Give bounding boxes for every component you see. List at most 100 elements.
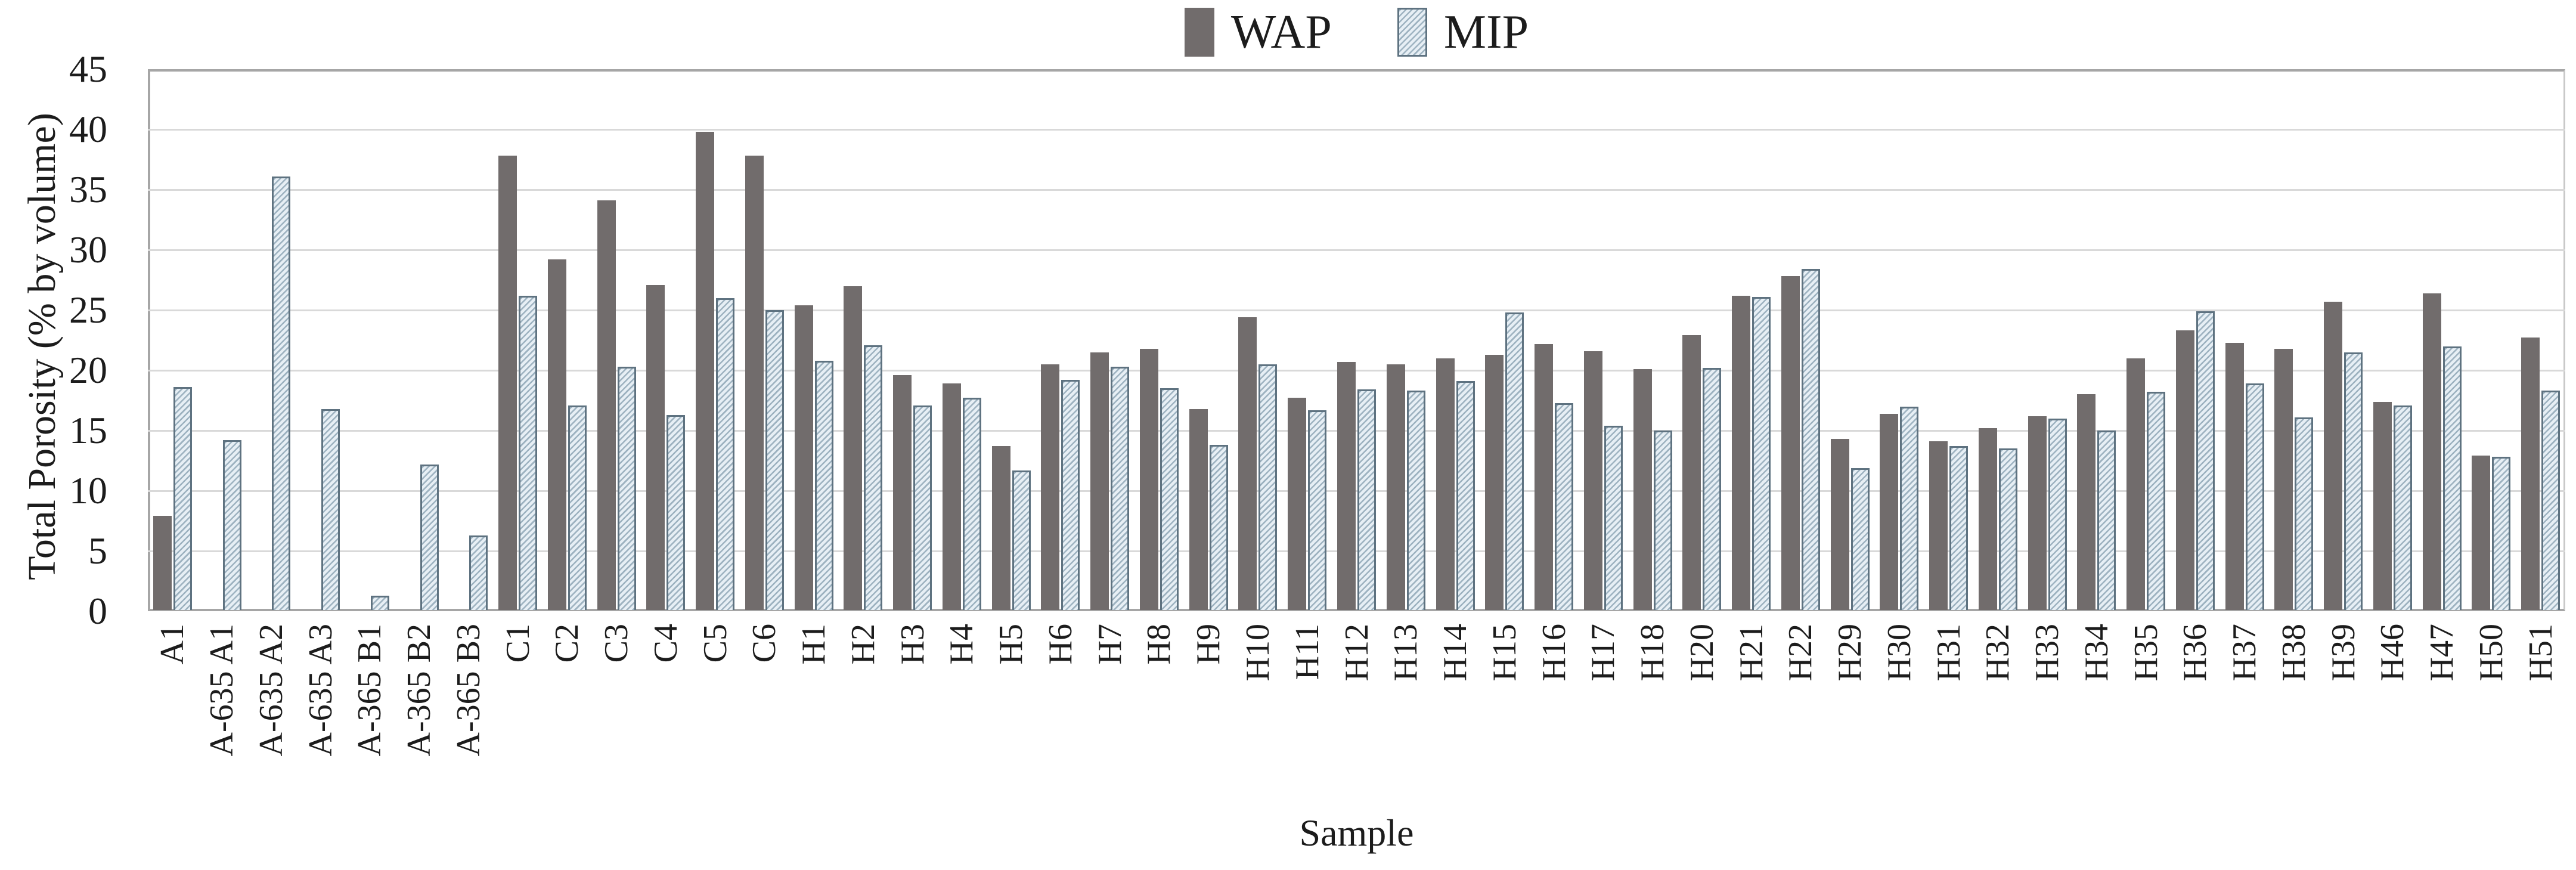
gridline-25 — [148, 309, 2565, 311]
x-tick-label-h8: H8 — [1140, 624, 1178, 665]
y-tick-label-0: 0 — [88, 590, 107, 632]
plot-area — [148, 69, 2565, 611]
x-tick-label-h34: H34 — [2078, 624, 2115, 682]
x-tick-label-h11: H11 — [1288, 624, 1326, 680]
bar-mip-h21 — [1752, 296, 1771, 610]
mip-swatch-icon — [1397, 8, 1427, 57]
gridline-30 — [148, 249, 2565, 251]
bar-wap-h39 — [2324, 301, 2343, 610]
bar-mip-c4 — [667, 414, 686, 610]
bar-mip-h46 — [2393, 405, 2412, 610]
bar-mip-a-635-a2 — [272, 176, 291, 610]
bar-mip-h22 — [1801, 269, 1820, 610]
x-tick-label-h1: H1 — [795, 624, 833, 665]
x-tick-label-h7: H7 — [1091, 624, 1129, 665]
bar-wap-h9 — [1189, 408, 1208, 610]
bar-wap-h38 — [2274, 348, 2293, 610]
x-tick-label-h5: H5 — [993, 624, 1030, 665]
bar-wap-h33 — [2028, 416, 2047, 610]
bar-wap-h10 — [1238, 317, 1257, 610]
bar-mip-a-635-a1 — [222, 440, 241, 610]
bar-wap-h2 — [844, 286, 863, 610]
bar-mip-h13 — [1406, 391, 1425, 610]
gridline-35 — [148, 188, 2565, 191]
bar-wap-h22 — [1781, 276, 1800, 610]
bar-wap-h11 — [1288, 398, 1307, 610]
bar-wap-h4 — [942, 383, 961, 610]
bar-mip-a-365-b3 — [469, 535, 488, 610]
bar-wap-h18 — [1633, 369, 1652, 610]
bar-wap-h16 — [1535, 343, 1554, 610]
wap-swatch-icon — [1184, 8, 1214, 57]
x-tick-label-c4: C4 — [647, 624, 684, 663]
bar-mip-h47 — [2442, 346, 2462, 610]
x-tick-label-h21: H21 — [1732, 624, 1770, 682]
bar-wap-c2 — [547, 259, 566, 610]
x-tick-label-h10: H10 — [1239, 624, 1276, 682]
x-tick-label-a-635-a3: A-635 A3 — [302, 624, 339, 757]
bar-wap-h36 — [2175, 330, 2194, 610]
x-tick-label-h35: H35 — [2127, 624, 2165, 682]
bar-mip-a1 — [173, 387, 192, 610]
gridline-40 — [148, 128, 2565, 131]
bar-mip-h16 — [1555, 403, 1574, 610]
x-tick-label-h31: H31 — [1930, 624, 1967, 682]
bar-wap-h6 — [1041, 364, 1060, 610]
bar-wap-c4 — [646, 284, 665, 610]
gridline-5 — [148, 550, 2565, 552]
bar-mip-a-635-a3 — [321, 408, 340, 610]
x-tick-label-a-635-a2: A-635 A2 — [252, 624, 290, 757]
x-tick-label-h14: H14 — [1437, 624, 1474, 682]
bar-mip-h50 — [2492, 457, 2511, 610]
bar-wap-h30 — [1880, 413, 1899, 610]
bar-wap-h50 — [2472, 456, 2491, 610]
y-tick-label-5: 5 — [88, 530, 107, 572]
bar-mip-h29 — [1850, 467, 1870, 610]
bar-wap-h5 — [991, 446, 1010, 610]
y-tick-label-45: 45 — [69, 48, 107, 90]
bar-wap-h1 — [794, 305, 813, 610]
bar-mip-h4 — [962, 398, 981, 610]
bar-mip-h30 — [1900, 406, 1919, 610]
x-tick-label-h20: H20 — [1683, 624, 1721, 682]
bar-mip-c1 — [519, 295, 538, 610]
bar-mip-h20 — [1703, 367, 1722, 610]
bar-mip-h33 — [2048, 418, 2067, 610]
bar-mip-c2 — [568, 405, 587, 610]
y-tick-label-30: 30 — [69, 228, 107, 271]
bar-wap-h14 — [1436, 358, 1455, 610]
bar-mip-h11 — [1308, 410, 1327, 610]
x-tick-label-h3: H3 — [894, 624, 931, 665]
bar-wap-h51 — [2521, 338, 2540, 610]
bar-mip-h36 — [2196, 311, 2215, 610]
x-tick-label-c3: C3 — [598, 624, 636, 663]
bar-mip-h35 — [2147, 392, 2166, 610]
bar-mip-h12 — [1357, 389, 1376, 610]
x-tick-label-h9: H9 — [1190, 624, 1227, 665]
bar-wap-c6 — [745, 156, 764, 610]
bar-mip-h2 — [864, 345, 883, 610]
bar-wap-h46 — [2373, 401, 2392, 610]
bar-wap-h15 — [1485, 354, 1504, 610]
x-tick-label-h30: H30 — [1880, 624, 1918, 682]
bar-mip-h38 — [2295, 417, 2314, 610]
x-tick-label-h4: H4 — [943, 624, 981, 665]
bar-mip-h39 — [2344, 352, 2363, 610]
x-tick-label-h47: H47 — [2423, 624, 2461, 682]
bar-wap-c5 — [696, 132, 715, 610]
bar-mip-h31 — [1949, 446, 1969, 610]
x-axis-title: Sample — [1299, 812, 1414, 854]
bar-wap-c3 — [597, 200, 616, 610]
bar-wap-h47 — [2422, 293, 2441, 610]
bar-mip-h3 — [913, 405, 932, 610]
gridline-10 — [148, 490, 2565, 492]
x-tick-label-h15: H15 — [1486, 624, 1523, 682]
x-tick-label-c6: C6 — [746, 624, 783, 663]
bar-wap-h37 — [2225, 342, 2244, 610]
x-tick-label-h13: H13 — [1387, 624, 1425, 682]
bar-wap-h35 — [2126, 358, 2146, 610]
y-tick-label-40: 40 — [69, 108, 107, 150]
x-tick-label-h29: H29 — [1831, 624, 1869, 682]
bar-wap-h21 — [1732, 295, 1751, 610]
